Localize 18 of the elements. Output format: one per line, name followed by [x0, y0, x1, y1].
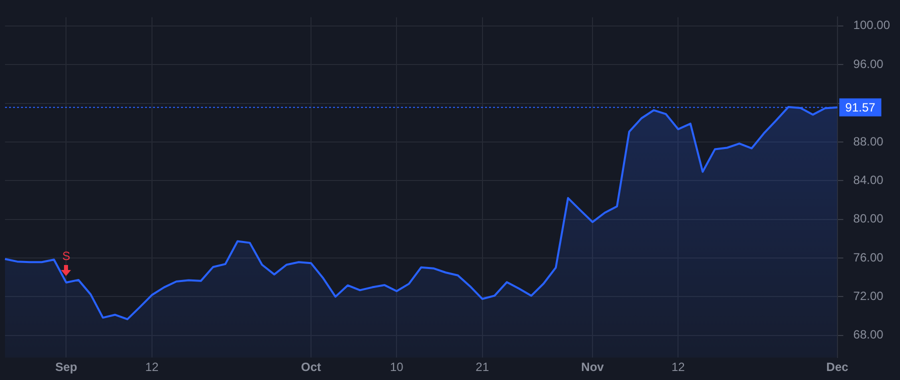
y-tick-label: 76.00: [853, 250, 884, 264]
x-tick-label: 10: [390, 360, 404, 374]
x-tick-label: 12: [145, 360, 159, 374]
x-tick-label: 12: [672, 360, 686, 374]
x-tick-label: Dec: [826, 360, 849, 374]
y-tick-label: 72.00: [853, 288, 884, 303]
y-tick-label: 84.00: [853, 172, 884, 187]
x-tick-label: Oct: [300, 360, 321, 374]
y-tick-label: 80.00: [853, 212, 884, 226]
ref-line-label: 91.57: [845, 100, 876, 115]
annotation: S: [62, 248, 70, 263]
y-tick-label: 100.00: [853, 18, 890, 32]
y-tick-label: 88.00: [853, 134, 884, 148]
x-tick-label: 21: [476, 360, 490, 374]
x-tick-label: Nov: [581, 360, 604, 374]
y-tick-label: 96.00: [853, 56, 884, 71]
y-tick-label: 68.00: [853, 328, 884, 342]
x-tick-label: Sep: [55, 360, 78, 374]
